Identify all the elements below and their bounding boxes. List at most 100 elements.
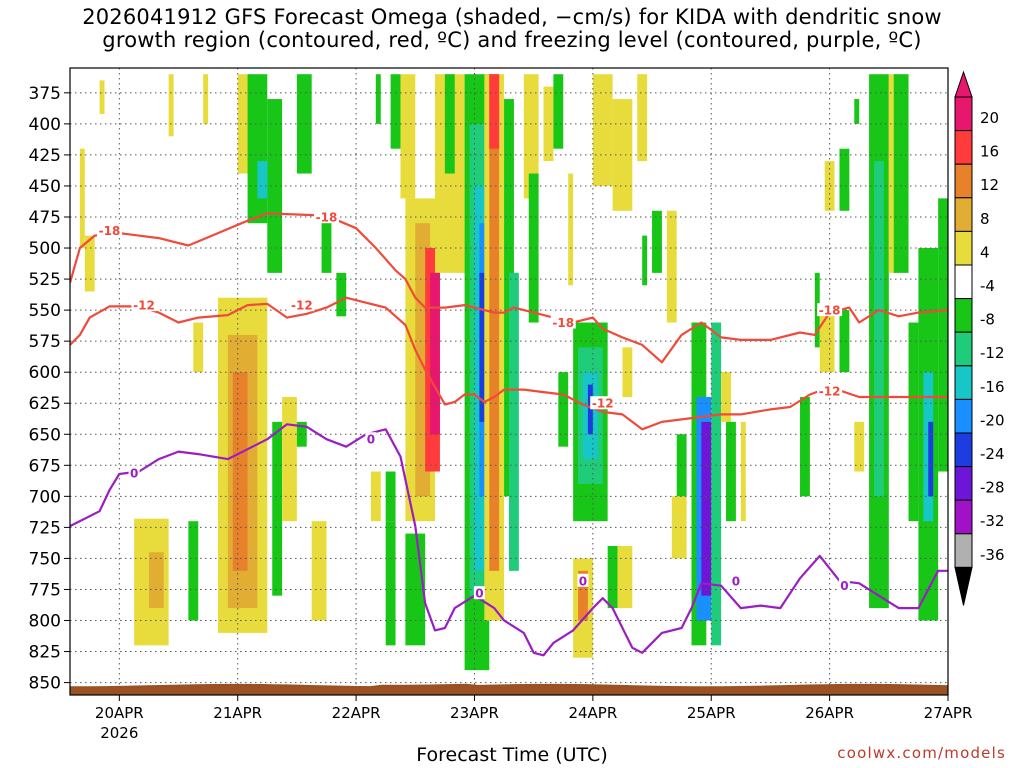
contour-label-2-1: 0: [367, 433, 375, 447]
omega-patch-78: [824, 161, 835, 211]
contour-layer: -18 -18 -18 -18 -12 -12 -12 -12 0 0 0 0 0 0: [70, 209, 948, 657]
omega-patch-61: [612, 99, 633, 211]
y-tick-label-600: 600: [29, 363, 61, 383]
chart-title-line-1: 2026041912 GFS Forecast Omega (shaded, −…: [82, 5, 942, 29]
colorbar-label-12: 12: [980, 176, 999, 194]
terrain-fill: [70, 683, 948, 695]
y-tick-label-450: 450: [29, 177, 61, 197]
omega-patch-40: [479, 272, 485, 422]
contour-label-bg-0-0: [96, 223, 122, 237]
y-tick-label-550: 550: [29, 301, 61, 321]
contour-label-bg-2-4: [730, 573, 742, 587]
x-year-label: 2026: [100, 724, 138, 742]
omega-patch-82: [854, 99, 860, 124]
colorbar-label--12: -12: [980, 344, 1005, 362]
omega-patch-42: [489, 74, 500, 571]
omega-patch-0: [99, 80, 105, 114]
omega-patch-18: [272, 421, 283, 596]
contour-label-1-3: -12: [819, 384, 841, 398]
contour-label-bg-1-0: [131, 298, 157, 312]
colorbar-label--8: -8: [980, 311, 995, 329]
omega-patch-49: [553, 74, 564, 149]
contour-label-2-0: 0: [130, 466, 138, 480]
omega-patch-63: [637, 74, 648, 162]
omega-patch-79: [819, 310, 835, 373]
y-tick-label-375: 375: [29, 84, 61, 104]
omega-patch-10: [247, 74, 268, 224]
x-tick-label-25APR: 25APR: [687, 704, 736, 722]
omega-patch-80: [839, 310, 850, 373]
omega-patch-32: [385, 521, 396, 646]
colorbar-label-20: 20: [980, 109, 999, 127]
omega-patch-13: [296, 74, 312, 174]
omega-patch-57: [578, 570, 588, 621]
colorbar-label-16: 16: [980, 143, 999, 161]
contour-label-1-0: -12: [133, 299, 155, 313]
omega-patch-47: [528, 173, 539, 323]
x-tick-label-26APR: 26APR: [805, 704, 854, 722]
contour-label-bg-0-2: [550, 315, 576, 329]
contour-label-2-2: 0: [475, 587, 483, 601]
omega-patch-45: [509, 272, 519, 571]
colorbar-label-8: 8: [980, 210, 990, 228]
colorbar-bottom-arrow: [954, 566, 973, 606]
omega-patch-6: [168, 74, 174, 137]
omega-patch-67: [671, 496, 687, 559]
colorbar-bin-5: [954, 264, 973, 300]
contour-line-1: [70, 296, 948, 431]
omega-patch-76: [800, 397, 810, 497]
omega-patch-81: [839, 148, 850, 211]
y-tick-label-700: 700: [29, 487, 61, 507]
contour-label-bg-1-2: [590, 396, 616, 410]
omega-patch-68: [676, 434, 687, 497]
colorbar-label--32: -32: [980, 512, 1005, 530]
colorbar-label--16: -16: [980, 378, 1005, 396]
colorbar-bin-8: [954, 365, 973, 400]
colorbar-bin-2: [954, 163, 973, 199]
colorbar-bin-13: [954, 533, 973, 568]
contour-label-0-0: -18: [99, 224, 121, 238]
omega-patch-60: [592, 74, 613, 186]
contour-label-bg-0-3: [817, 303, 843, 317]
colorbar-label--4: -4: [980, 277, 995, 295]
colorbar-bin-12: [954, 499, 973, 535]
contour-label-2-4: 0: [732, 574, 740, 588]
contour-label-bg-2-2: [473, 586, 485, 600]
y-tick-label-400: 400: [29, 115, 61, 135]
colorbar-label--28: -28: [980, 479, 1005, 497]
x-tick-label-23APR: 23APR: [450, 704, 499, 722]
y-tick-label-625: 625: [29, 394, 61, 414]
colorbar-bin-9: [954, 398, 973, 434]
omega-patch-43: [489, 74, 500, 149]
omega-patch-73: [721, 372, 731, 422]
omega-patch-50: [568, 173, 574, 286]
omega-patch-4: [148, 552, 164, 609]
omega-patch-20: [296, 421, 307, 447]
y-tick-label-650: 650: [29, 425, 61, 445]
x-tick-label-22APR: 22APR: [332, 704, 381, 722]
contour-label-bg-2-0: [128, 465, 140, 479]
contour-label-1-2: -12: [592, 397, 614, 411]
omega-patch-5: [188, 521, 199, 621]
y-tick-label-850: 850: [29, 674, 61, 694]
y-tick-label-475: 475: [29, 208, 61, 228]
colorbar-bin-10: [954, 432, 973, 468]
omega-patch-92: [938, 198, 948, 472]
contour-label-2-5: 0: [840, 579, 848, 593]
omega-patch-22: [336, 272, 347, 317]
omega-patch-55: [587, 384, 593, 435]
colorbar-label--24: -24: [980, 445, 1005, 463]
contour-label-1-1: -12: [291, 299, 313, 313]
contour-label-bg-1-1: [289, 298, 315, 312]
omega-patch-27: [400, 74, 416, 199]
colorbar-bin-1: [954, 130, 973, 165]
omega-patch-7: [193, 322, 204, 373]
y-tick-label-725: 725: [29, 518, 61, 538]
contour-label-bg-2-1: [365, 432, 377, 446]
omega-patch-64: [642, 235, 648, 286]
omega-patch-8: [203, 74, 209, 124]
omega-patch-91: [928, 421, 934, 497]
y-tick-label-675: 675: [29, 456, 61, 476]
x-tick-label-20APR: 20APR: [95, 704, 144, 722]
